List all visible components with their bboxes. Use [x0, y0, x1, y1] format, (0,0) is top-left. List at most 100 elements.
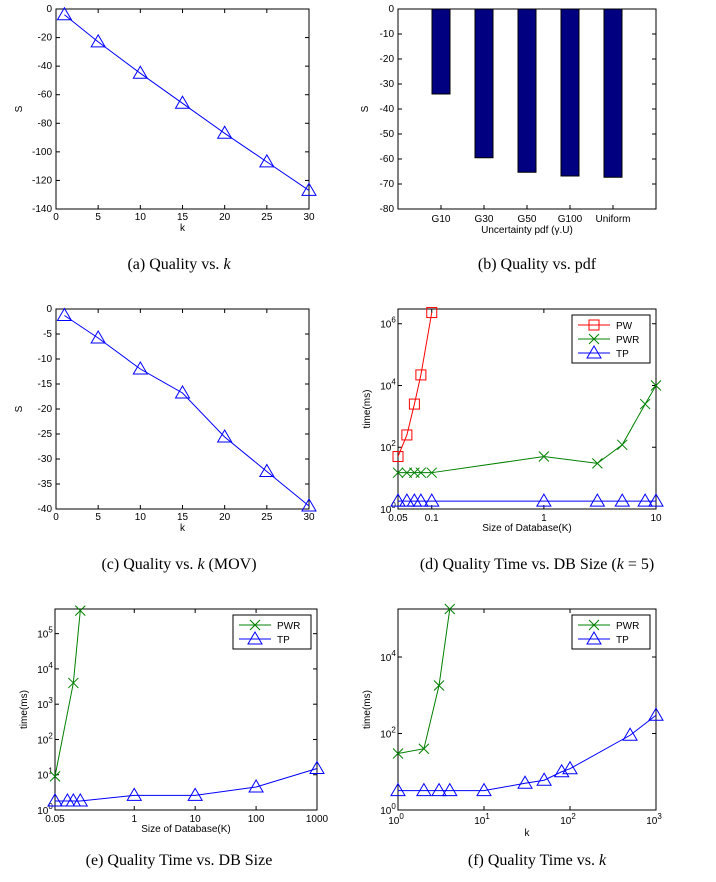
- x-tick-label: 10: [190, 814, 202, 825]
- series-line: [64, 315, 310, 507]
- data-point: [49, 770, 61, 782]
- x-tick-label: 20: [219, 212, 231, 223]
- x-tick-label: 30: [303, 212, 315, 223]
- data-point: [589, 493, 606, 507]
- data-point: [56, 6, 73, 21]
- data-point: [592, 458, 603, 469]
- data-point: [408, 398, 420, 410]
- y-tick-label: 100: [380, 802, 396, 817]
- x-axis-label: Size of Database(K): [482, 523, 572, 534]
- x-tick-label: 0: [53, 212, 59, 223]
- data-point: [418, 743, 430, 755]
- data-point: [622, 727, 638, 741]
- series-tp: [390, 707, 664, 797]
- series-pwr: [392, 380, 662, 479]
- y-axis-label: time(ms): [362, 690, 373, 729]
- x-tick-label: 1: [131, 814, 137, 825]
- data-point: [216, 125, 233, 139]
- y-tick-label: -80: [38, 118, 53, 129]
- data-point: [174, 385, 191, 399]
- x-axis-label: Size of Database(K): [141, 824, 231, 835]
- data-point: [401, 467, 413, 479]
- x-tick-label: 102: [560, 812, 576, 827]
- caption-d-pre: (d) Quality Time vs. DB Size (: [419, 556, 617, 573]
- legend-label: TP: [616, 635, 629, 646]
- legend-marker: [588, 619, 600, 631]
- y-tick-label: 104: [380, 377, 396, 392]
- x-tick-label: 25: [261, 512, 273, 523]
- legend: PW PWR TP: [571, 314, 651, 364]
- data-point: [132, 65, 149, 79]
- x-tick-label: 1: [541, 513, 547, 524]
- bar: [560, 8, 580, 177]
- data-point: [536, 772, 552, 786]
- series-line: [398, 714, 657, 792]
- y-tick-label: -40: [38, 504, 53, 515]
- x-tick-label: 0.05: [388, 513, 408, 524]
- data-point: [248, 778, 264, 793]
- data-point: [390, 782, 406, 797]
- data-point: [401, 429, 413, 441]
- series-line: [64, 14, 310, 191]
- data-point: [444, 603, 456, 615]
- bar: [474, 8, 494, 159]
- series-line: [398, 385, 657, 474]
- x-tick-label: 25: [261, 212, 273, 223]
- x-tick-label: 0.05: [45, 814, 65, 825]
- y-tick-label: -70: [380, 179, 395, 190]
- data-point: [47, 793, 63, 807]
- caption-d-post: = 5): [623, 556, 655, 573]
- data-point: [187, 787, 204, 801]
- caption-f: (f) Quality Time vs. k: [358, 852, 716, 870]
- series-line: [56, 307, 317, 512]
- data-point: [415, 467, 427, 479]
- y-axis-label: S: [14, 105, 25, 112]
- data-point: [476, 782, 492, 797]
- x-tick-label: 15: [177, 212, 189, 223]
- x-tick-label: 100: [248, 814, 265, 825]
- data-point: [562, 760, 578, 775]
- y-tick-label: 100: [37, 802, 53, 817]
- caption-e-pre: (e) Quality Time vs. DB Size: [85, 852, 273, 869]
- legend-marker: [588, 319, 600, 331]
- y-tick-label: 105: [37, 626, 53, 641]
- legend-box: [232, 614, 312, 650]
- data-point: [416, 782, 432, 797]
- series-pwr: [392, 603, 456, 759]
- x-tick-label: G100: [558, 214, 583, 225]
- x-tick-label: 5: [95, 212, 101, 223]
- x-tick-label: G10: [432, 214, 451, 225]
- bar: [431, 8, 451, 95]
- y-tick-label: -10: [38, 354, 53, 365]
- x-axis-label: k: [180, 223, 186, 234]
- caption-c-var: k: [197, 556, 205, 573]
- data-point: [650, 380, 662, 391]
- data-point: [616, 439, 628, 451]
- data-point: [413, 493, 429, 507]
- y-tick-label: 0: [46, 304, 52, 315]
- y-tick-label: -60: [380, 154, 395, 165]
- data-point: [390, 493, 406, 507]
- y-tick-label: -35: [38, 479, 53, 490]
- legend: PWR TP: [571, 614, 651, 650]
- y-tick-label: -140: [32, 204, 52, 215]
- y-tick-label: 103: [37, 696, 53, 711]
- x-axis-label: k: [525, 828, 531, 839]
- x-tick-label: 103: [646, 812, 662, 827]
- caption-e: (e) Quality Time vs. DB Size: [0, 852, 358, 870]
- caption-c: (c) Quality vs. k (MOV): [0, 556, 358, 574]
- data-point: [90, 33, 107, 48]
- y-tick-label: -5: [43, 329, 52, 340]
- data-point: [90, 330, 107, 344]
- y-tick-label: -30: [380, 79, 395, 90]
- x-tick-label: Uniform: [595, 214, 630, 225]
- y-axis-label: time(ms): [362, 390, 373, 429]
- y-tick-label: -30: [38, 454, 53, 465]
- series-pwr: [49, 605, 86, 782]
- data-point: [309, 760, 325, 775]
- data-point: [614, 493, 631, 507]
- y-tick-label: -80: [380, 204, 395, 215]
- y-tick-label: 102: [380, 726, 396, 741]
- legend-marker: [247, 631, 263, 645]
